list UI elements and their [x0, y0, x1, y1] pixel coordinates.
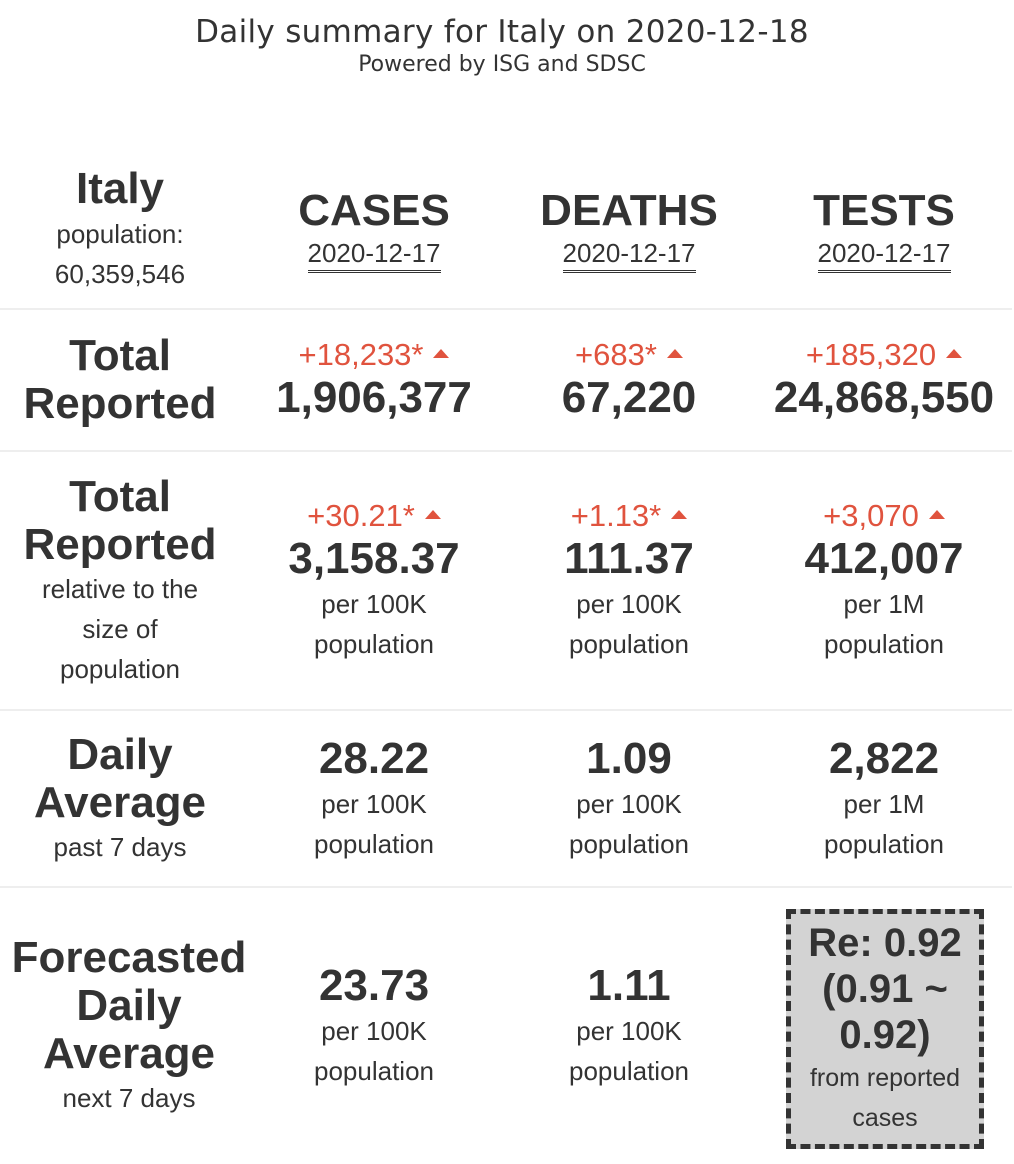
unit-line: per 100K [321, 588, 427, 619]
row-title-line: Total [69, 471, 171, 521]
column-date-cases: 2020-12-17 [307, 236, 441, 273]
column-title-tests: TESTS [813, 185, 955, 235]
row-title-line: Average [42, 1029, 216, 1078]
unit-line: population [824, 628, 944, 659]
row-divider [0, 709, 1012, 711]
reproduction-number-box: Re: 0.92 (0.91 ~ 0.92) from reported cas… [786, 909, 984, 1149]
row-title-line: Total [69, 331, 171, 380]
forecast-row: Forecasted Daily Average next 7 days 23.… [0, 888, 1014, 1164]
row-subtitle-line: past 7 days [53, 831, 187, 862]
row-divider [0, 308, 1012, 310]
row-title-line: Daily [67, 729, 173, 779]
re-range-line: 0.92) [839, 1013, 931, 1057]
row-divider [0, 450, 1012, 452]
cases-change: +18,233* [299, 337, 450, 373]
unit-line: population [824, 828, 944, 859]
unit-line: per 100K [321, 1016, 427, 1046]
row-subtitle-line: population [60, 653, 180, 684]
unit-line: per 1M [843, 788, 925, 819]
tests-change: +185,320 [806, 337, 963, 373]
tests-daily-value: 2,822 [828, 733, 940, 783]
unit-line: population [569, 828, 689, 859]
row-title-line: Reported [23, 519, 217, 569]
unit-line: per 100K [576, 1016, 682, 1046]
row-title-line: Reported [23, 379, 217, 428]
row-subtitle-line: next 7 days [62, 1083, 196, 1113]
tests-relative-value: 412,007 [804, 533, 964, 583]
page-header: Daily summary for Italy on 2020-12-18 Po… [0, 12, 1004, 78]
unit-line: per 100K [576, 788, 682, 819]
cases-total-value: 1,906,377 [276, 373, 472, 422]
tests-relative-change: +3,070 [823, 498, 945, 534]
relative-label: Total Reported relative to the size of p… [0, 452, 240, 709]
triangle-up-icon [424, 509, 441, 519]
forecast-deaths-cell: 1.11 per 100K population [502, 888, 756, 1164]
daily-average-label: Daily Average past 7 days [0, 711, 240, 886]
relative-deaths-cell: +1.13* 111.37 per 100K population [502, 452, 756, 709]
unit-line: population [314, 628, 434, 659]
triangle-up-icon [946, 349, 963, 359]
unit-line: population [314, 828, 434, 859]
relative-tests-cell: +3,070 412,007 per 1M population [756, 452, 1012, 709]
tests-total-value: 24,868,550 [773, 373, 995, 422]
header-row: Italy population: 60,359,546 CASES 2020-… [0, 150, 1014, 308]
tests-column-header: TESTS 2020-12-17 [756, 150, 1012, 308]
daily-tests-cell: 2,822 per 1M population [756, 711, 1012, 886]
re-value-line: Re: 0.92 [808, 921, 962, 965]
forecast-label: Forecasted Daily Average next 7 days [0, 888, 264, 1164]
row-divider [0, 886, 1012, 888]
cases-column-header: CASES 2020-12-17 [246, 150, 502, 308]
column-title-cases: CASES [298, 185, 450, 235]
total-deaths-cell: +683* 67,220 [502, 310, 756, 450]
country-cell: Italy population: 60,359,546 [0, 150, 240, 308]
daily-deaths-cell: 1.09 per 100K population [502, 711, 756, 886]
deaths-relative-value: 111.37 [564, 533, 694, 583]
triangle-up-icon [433, 349, 450, 359]
total-tests-cell: +185,320 24,868,550 [756, 310, 1012, 450]
country-name: Italy [75, 164, 165, 213]
relative-row: Total Reported relative to the size of p… [0, 452, 1014, 709]
unit-line: population [569, 628, 689, 659]
cases-relative-value: 3,158.37 [288, 533, 460, 583]
triangle-up-icon [666, 349, 683, 359]
population-value: 60,359,546 [54, 259, 186, 289]
page-subtitle: Powered by ISG and SDSC [358, 52, 646, 77]
deaths-total-value: 67,220 [561, 373, 697, 422]
daily-cases-cell: 28.22 per 100K population [246, 711, 502, 886]
re-source-line: from reported [809, 1064, 961, 1092]
triangle-up-icon [928, 509, 945, 519]
re-source-line: cases [852, 1104, 918, 1132]
cases-daily-value: 28.22 [318, 733, 430, 783]
re-range-line: (0.91 ~ [822, 967, 948, 1011]
page-title: Daily summary for Italy on 2020-12-18 [195, 14, 809, 50]
cases-relative-change: +30.21* [307, 498, 441, 534]
deaths-daily-value: 1.09 [586, 733, 672, 783]
forecast-cases-cell: 23.73 per 100K population [246, 888, 502, 1164]
daily-average-row: Daily Average past 7 days 28.22 per 100K… [0, 711, 1014, 886]
cases-forecast-value: 23.73 [318, 961, 430, 1010]
triangle-up-icon [671, 509, 688, 519]
row-subtitle-line: size of [82, 613, 158, 644]
column-title-deaths: DEATHS [540, 185, 718, 235]
deaths-column-header: DEATHS 2020-12-17 [502, 150, 756, 308]
total-reported-row: Total Reported +18,233* 1,906,377 +683* … [0, 310, 1014, 450]
row-title-line: Daily [76, 981, 182, 1030]
row-title-line: Average [33, 777, 207, 827]
total-cases-cell: +18,233* 1,906,377 [246, 310, 502, 450]
deaths-change: +683* [575, 337, 683, 373]
total-reported-label: Total Reported [0, 310, 240, 450]
row-subtitle-line: relative to the [41, 573, 199, 604]
relative-cases-cell: +30.21* 3,158.37 per 100K population [246, 452, 502, 709]
unit-line: population [569, 1056, 689, 1086]
unit-line: per 1M [843, 588, 925, 619]
column-date-tests: 2020-12-17 [817, 236, 951, 273]
row-title-line: Forecasted [11, 933, 247, 982]
unit-line: per 100K [576, 588, 682, 619]
deaths-relative-change: +1.13* [571, 498, 688, 534]
unit-line: population [314, 1056, 434, 1086]
population-label: population: [56, 219, 184, 249]
unit-line: per 100K [321, 788, 427, 819]
column-date-deaths: 2020-12-17 [562, 236, 696, 273]
deaths-forecast-value: 1.11 [587, 961, 671, 1010]
